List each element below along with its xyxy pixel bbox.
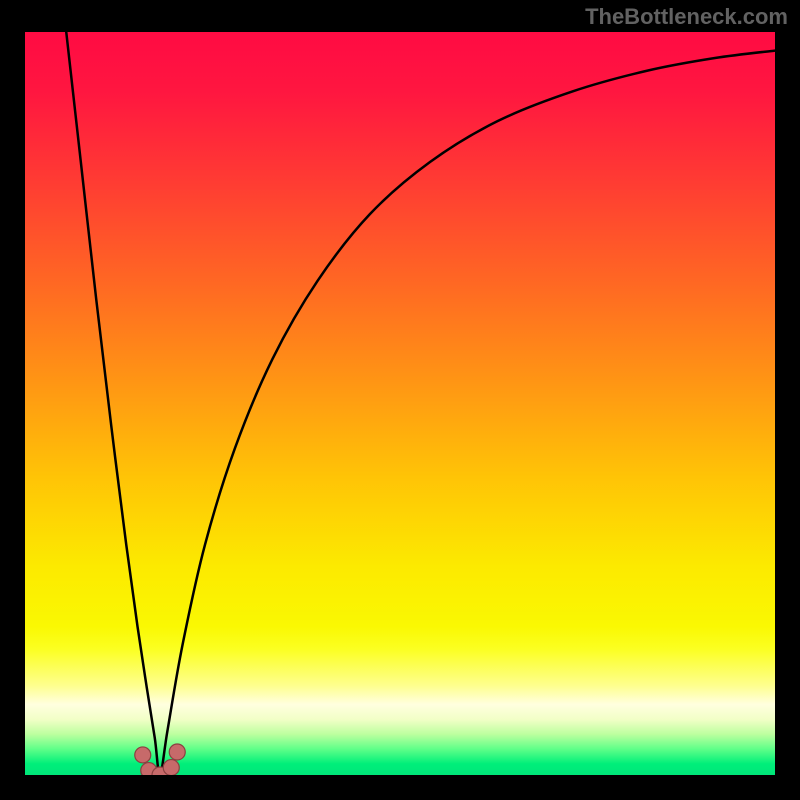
frame-border-left xyxy=(0,0,25,800)
attribution-label: TheBottleneck.com xyxy=(585,4,788,30)
bottleneck-plot xyxy=(25,32,775,775)
frame-border-bottom xyxy=(0,775,800,800)
chart-stage: TheBottleneck.com xyxy=(0,0,800,800)
curve-marker xyxy=(163,760,179,775)
plot-background xyxy=(25,32,775,775)
curve-marker xyxy=(169,744,185,760)
curve-marker xyxy=(135,747,151,763)
frame-border-right xyxy=(775,0,800,800)
